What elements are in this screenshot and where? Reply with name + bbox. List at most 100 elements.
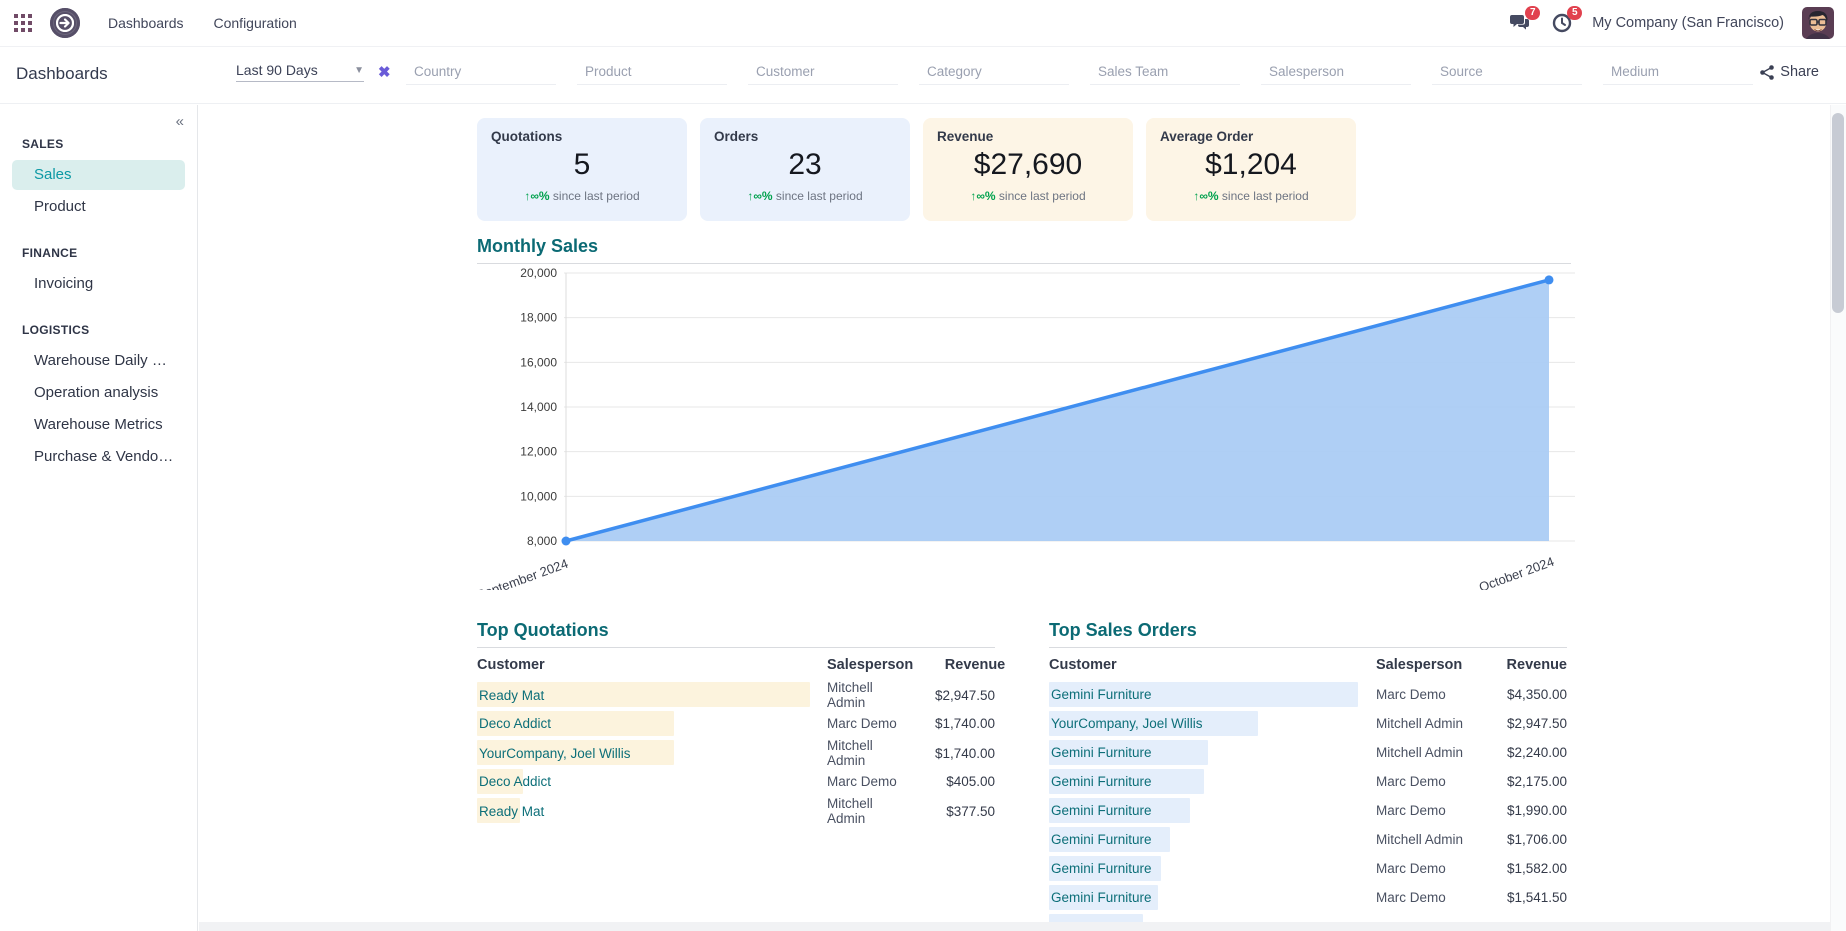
- sidebar-item-warehouse-daily-[interactable]: Warehouse Daily …: [34, 352, 167, 369]
- chart-title-rule: [477, 263, 1571, 264]
- sidebar-section-finance: FINANCE Invoicing: [0, 246, 197, 299]
- chevron-down-icon: ▼: [354, 64, 364, 76]
- kpi-cards-row: Quotations 5 ↑∞% since last period Orders 23…: [477, 118, 1356, 221]
- column-header-revenue: Revenue: [944, 657, 1006, 673]
- scrollbar-thumb[interactable]: [1832, 113, 1844, 313]
- salesperson-cell: Marc Demo: [1376, 774, 1446, 789]
- revenue-cell: $2,175.00: [1506, 774, 1567, 789]
- customer-link[interactable]: YourCompany, Joel Willis: [479, 745, 631, 761]
- customer-link[interactable]: YourCompany, Joel Willis: [1051, 716, 1203, 731]
- sidebar-section-sales: SALES Sales Product: [0, 137, 197, 222]
- customer-link[interactable]: Deco Addict: [479, 774, 552, 789]
- sidebar-item-product[interactable]: Product: [34, 198, 86, 215]
- sidebar-item-operation-analysis[interactable]: Operation analysis: [34, 384, 159, 401]
- table-row: YourCompany, Joel Willis Mitchell Admin $1…: [477, 738, 995, 768]
- table-header-row: Customer Salesperson Revenue: [1049, 648, 1567, 680]
- revenue-data-bar: [477, 769, 523, 794]
- period-select[interactable]: Last 90 Days ▼: [236, 62, 364, 82]
- salesperson-cell: Mitchell Admin: [827, 738, 873, 768]
- sidebar-section-logistics: LOGISTICS Warehouse Daily … Operation anal…: [0, 323, 197, 472]
- table-title-rule: [1049, 647, 1567, 648]
- customer-link[interactable]: Gemini Furniture: [1051, 774, 1152, 789]
- revenue-data-bar: [1049, 769, 1204, 794]
- share-button[interactable]: Share: [1760, 64, 1819, 80]
- revenue-data-bar: [477, 682, 810, 707]
- kpi-card-orders: Orders 23 ↑∞% since last period: [700, 118, 910, 221]
- customer-link[interactable]: Gemini Furniture: [1051, 890, 1152, 905]
- column-header-revenue: Revenue: [1506, 657, 1567, 673]
- customer-link[interactable]: Gemini Furniture: [1051, 861, 1152, 876]
- kpi-delta: ↑∞%: [524, 189, 550, 203]
- avatar-image: [1802, 7, 1834, 39]
- sidebar-item-sales[interactable]: Sales: [12, 160, 185, 190]
- customer-link[interactable]: Gemini Furniture: [1051, 745, 1152, 760]
- customer-link[interactable]: Gemini Furniture: [1051, 803, 1152, 818]
- filter-input-product[interactable]: [577, 59, 727, 85]
- global-filters: [406, 59, 1753, 85]
- table-row: Ready Mat Mitchell Admin $377.50: [477, 796, 995, 826]
- filter-input-source[interactable]: [1432, 59, 1582, 85]
- table-row: Gemini Furniture Mitchell Admin $2,240.00: [1049, 738, 1567, 767]
- filter-input-salesperson[interactable]: [1261, 59, 1411, 85]
- table-header-row: Customer Salesperson Revenue: [477, 648, 1005, 680]
- table-row: YourCompany, Joel Willis Mitchell Admin $2…: [1049, 709, 1567, 738]
- revenue-data-bar: [477, 711, 674, 736]
- clear-filter-icon[interactable]: ✖: [378, 64, 391, 81]
- customer-link[interactable]: Gemini Furniture: [1051, 832, 1152, 847]
- filter-input-category[interactable]: [919, 59, 1069, 85]
- revenue-cell: $4,350.00: [1506, 687, 1567, 702]
- period-filter: Last 90 Days ▼ ✖: [236, 62, 391, 82]
- revenue-cell: $405.00: [946, 774, 995, 789]
- revenue-cell: $1,582.00: [1506, 861, 1567, 876]
- arrow-right-icon: [56, 14, 74, 32]
- table-row: Deco Addict Marc Demo $405.00: [477, 767, 995, 796]
- filter-input-sales-team[interactable]: [1090, 59, 1240, 85]
- revenue-data-bar: [1049, 740, 1208, 765]
- filter-input-customer[interactable]: [748, 59, 898, 85]
- sidebar-item-warehouse-metrics[interactable]: Warehouse Metrics: [34, 416, 163, 433]
- kpi-value: 23: [788, 148, 822, 181]
- filter-input-medium[interactable]: [1603, 59, 1753, 85]
- sidebar-section-label: SALES: [22, 137, 64, 151]
- customer-link[interactable]: Deco Addict: [479, 716, 552, 731]
- kpi-card-revenue: Revenue $27,690 ↑∞% since last period: [923, 118, 1133, 221]
- table-title-rule: [477, 647, 995, 648]
- filter-input-country[interactable]: [406, 59, 556, 85]
- sidebar-collapse-icon[interactable]: «: [175, 113, 184, 130]
- kpi-trend: ↑∞% since last period: [747, 189, 863, 203]
- revenue-cell: $1,740.00: [934, 716, 995, 731]
- kpi-trend: ↑∞% since last period: [970, 189, 1086, 203]
- kpi-delta: ↑∞%: [970, 189, 996, 203]
- revenue-data-bar: [1049, 682, 1358, 707]
- revenue-cell: $1,990.00: [1506, 803, 1567, 818]
- sidebar-item-purchase-vendo-[interactable]: Purchase & Vendo…: [34, 448, 174, 465]
- user-avatar[interactable]: [1802, 7, 1834, 39]
- top-navbar: Dashboards Configuration 7 5 My Company (…: [0, 0, 1846, 47]
- kpi-value: $27,690: [973, 148, 1083, 181]
- revenue-cell: $2,947.50: [1506, 716, 1567, 731]
- customer-link[interactable]: Ready Mat: [479, 687, 545, 703]
- sidebar-item-invoicing[interactable]: Invoicing: [34, 275, 94, 292]
- grid-icon: [14, 14, 32, 32]
- vertical-scrollbar[interactable]: [1830, 105, 1846, 931]
- company-switcher[interactable]: My Company (San Francisco): [1592, 15, 1784, 31]
- kpi-value: $1,204: [1205, 148, 1297, 181]
- apps-menu-icon[interactable]: [12, 12, 34, 34]
- messages-button[interactable]: 7: [1508, 6, 1541, 35]
- horizontal-scroll-area[interactable]: [199, 922, 1830, 931]
- table-row: Ready Mat Mitchell Admin $2,947.50: [477, 680, 995, 710]
- revenue-cell: $377.50: [946, 803, 995, 819]
- menu-item-configuration[interactable]: Configuration: [213, 15, 297, 31]
- dashboards-app-logo[interactable]: [50, 8, 80, 38]
- column-header-customer: Customer: [477, 657, 545, 673]
- activities-button[interactable]: 5: [1550, 6, 1583, 35]
- customer-link[interactable]: Gemini Furniture: [1051, 687, 1152, 702]
- kpi-delta: ↑∞%: [747, 189, 773, 203]
- control-panel: Dashboards Last 90 Days ▼ ✖ Share: [0, 47, 1846, 104]
- revenue-data-bar: [1049, 827, 1170, 852]
- salesperson-cell: Marc Demo: [827, 774, 897, 789]
- menu-item-dashboards[interactable]: Dashboards: [108, 15, 184, 31]
- customer-link[interactable]: Ready Mat: [479, 803, 545, 819]
- column-header-salesperson: Salesperson: [1376, 657, 1463, 673]
